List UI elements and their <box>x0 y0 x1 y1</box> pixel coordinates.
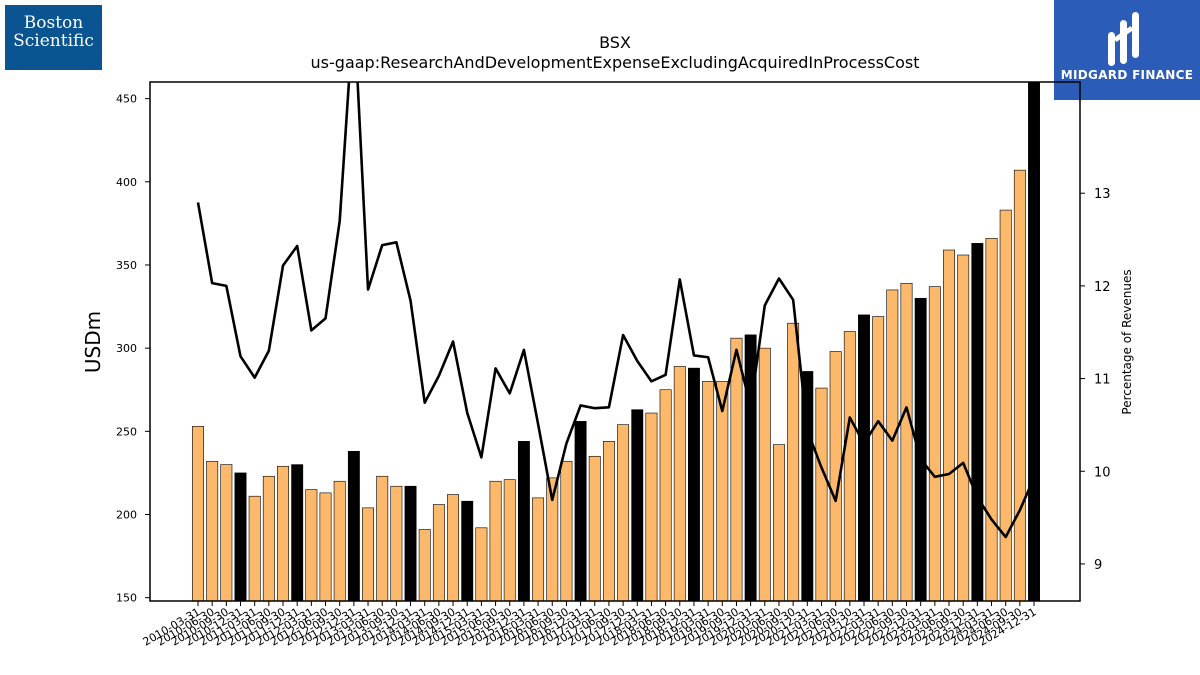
bar-2020-03-31 <box>758 347 771 601</box>
bar-2012-12-31 <box>347 450 360 601</box>
bar-2018-06-30 <box>659 389 672 601</box>
bar-2012-06-30 <box>319 492 332 601</box>
bar-2021-12-31 <box>858 314 870 601</box>
line-series <box>196 82 1036 539</box>
bar-2016-03-31 <box>532 497 545 601</box>
bar-2021-09-30 <box>843 331 856 601</box>
bar-2023-06-30 <box>943 249 955 601</box>
y-tick-label-250: 250 <box>116 425 137 438</box>
bar-2021-03-31 <box>815 387 828 601</box>
bar-2024-09-30 <box>1013 169 1026 601</box>
bar-2018-03-31 <box>645 412 658 601</box>
bar-2016-12-31 <box>574 421 587 601</box>
bar-2014-12-31 <box>461 500 474 601</box>
bar-2016-09-30 <box>560 460 573 601</box>
percentage-line <box>196 82 1036 539</box>
bar-2014-06-30 <box>432 504 445 601</box>
y2-axis-label: Percentage of Revenues <box>1120 269 1134 414</box>
bar-2024-06-30 <box>999 209 1012 601</box>
bar-2011-03-31 <box>248 495 261 601</box>
bar-2015-12-31 <box>517 441 530 601</box>
bar-2019-03-31 <box>702 381 715 601</box>
bar-2018-12-31 <box>687 367 700 601</box>
bar-2022-03-31 <box>872 316 885 601</box>
axes: 1502002503003504004509101112132010-03-31… <box>116 81 1111 649</box>
y2-tick-label-11: 11 <box>1094 373 1111 388</box>
bar-2023-09-30 <box>957 254 970 601</box>
bar-2013-12-31 <box>404 485 417 601</box>
bar-2017-03-31 <box>588 455 601 601</box>
bar-2024-12-31 <box>1028 82 1040 601</box>
midgard-finance-logo: MIDGARD FINANCE <box>1054 0 1200 100</box>
bar-2020-12-31 <box>801 371 814 601</box>
bar-series <box>192 82 1040 601</box>
bar-2019-06-30 <box>716 381 729 601</box>
bar-2010-09-30 <box>220 464 233 601</box>
chart-subtitle: us-gaap:ResearchAndDevelopmentExpenseExc… <box>311 53 920 72</box>
bar-2015-09-30 <box>503 479 516 601</box>
bar-2022-06-30 <box>886 289 899 601</box>
bar-2022-12-31 <box>914 297 927 601</box>
bar-2013-06-30 <box>376 475 389 601</box>
bar-2012-09-30 <box>333 480 346 601</box>
bar-2020-09-30 <box>787 322 800 601</box>
bar-2017-06-30 <box>602 441 615 601</box>
bar-2011-12-31 <box>291 464 304 601</box>
logo-left-line1: Boston <box>23 13 84 33</box>
bar-2017-09-30 <box>617 424 630 601</box>
bar-2010-12-31 <box>234 472 247 601</box>
chart-title: BSX <box>599 33 631 52</box>
logo-left-line2: Scientific <box>13 31 94 51</box>
y-tick-label-300: 300 <box>116 342 137 355</box>
bar-2023-03-31 <box>928 286 941 601</box>
y-tick-label-400: 400 <box>116 176 137 189</box>
plot-frame <box>149 81 1081 602</box>
bar-2011-09-30 <box>277 465 289 601</box>
bar-2010-06-30 <box>206 460 219 601</box>
bar-2020-06-30 <box>773 444 785 601</box>
bar-2013-09-30 <box>390 485 403 601</box>
y-axis-label: USDm <box>81 311 105 373</box>
bar-2010-03-31 <box>192 426 204 601</box>
bar-2011-06-30 <box>262 475 275 601</box>
bar-2021-06-30 <box>829 351 842 601</box>
bar-2014-03-31 <box>418 529 431 601</box>
y2-tick-label-10: 10 <box>1094 465 1111 480</box>
midgard-mark-icon <box>1108 12 1139 66</box>
bar-2023-12-31 <box>971 243 984 601</box>
y-tick-label-350: 350 <box>116 259 137 272</box>
bar-2015-06-30 <box>489 480 502 601</box>
bar-2022-09-30 <box>900 282 913 601</box>
y2-tick-label-9: 9 <box>1094 558 1102 573</box>
bar-2014-09-30 <box>447 494 460 601</box>
y-tick-label-450: 450 <box>116 93 137 106</box>
bar-2019-12-31 <box>744 334 757 601</box>
y2-tick-label-13: 13 <box>1094 187 1111 202</box>
boston-scientific-logo: Boston Scientific <box>5 5 102 70</box>
bar-2012-03-31 <box>305 489 318 601</box>
y-tick-label-150: 150 <box>116 592 137 605</box>
y2-tick-label-12: 12 <box>1094 280 1111 295</box>
y-tick-label-200: 200 <box>116 509 137 522</box>
bar-2013-03-31 <box>362 507 374 601</box>
bar-2024-03-31 <box>985 238 998 601</box>
bar-2017-12-31 <box>631 409 644 601</box>
bar-2018-09-30 <box>673 366 686 601</box>
logo-right-text: MIDGARD FINANCE <box>1060 68 1194 82</box>
bar-2019-09-30 <box>730 337 743 601</box>
bar-2015-03-31 <box>475 527 488 601</box>
